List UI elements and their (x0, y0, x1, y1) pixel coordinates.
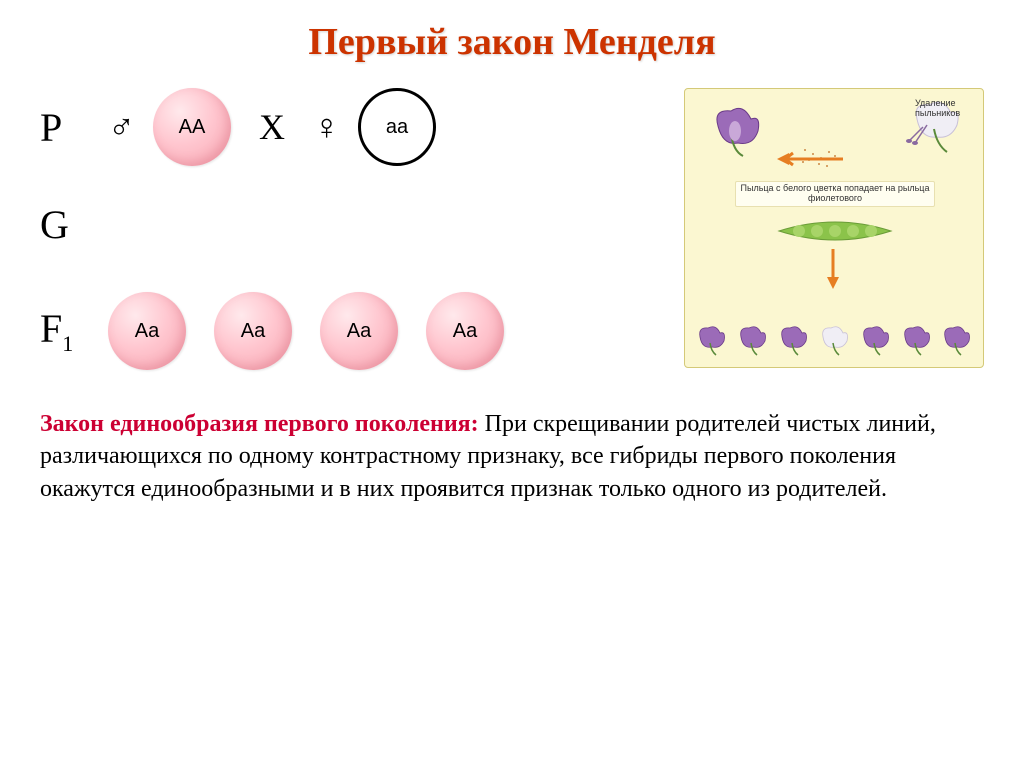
small-purple-flower-icon (937, 323, 975, 357)
male-genotype: AA (179, 116, 206, 139)
pea-pod-icon (775, 217, 895, 245)
g-label: G (40, 201, 90, 248)
male-parent-circle: AA (153, 88, 231, 166)
cross-symbol: X (259, 106, 285, 148)
arrow-left-icon (773, 151, 843, 167)
small-purple-flower-icon (733, 323, 771, 357)
caption-remove-anthers: Удаление пыльников (915, 99, 975, 119)
p-label: P (40, 104, 90, 151)
female-parent-circle: аа (358, 88, 436, 166)
small-purple-flower-icon (692, 323, 730, 357)
illustration-panel: Удаление пыльников Пыльца с белого цветк… (684, 88, 984, 370)
f1-row: F1 Aa Aa Aa Aa (40, 292, 664, 370)
female-genotype: аа (386, 116, 408, 139)
f1-main: F (40, 306, 62, 351)
f1-label: F1 (40, 305, 90, 357)
purple-flower-icon (703, 101, 773, 161)
page-title: Первый закон Менделя (40, 20, 984, 64)
f1-circle: Aa (108, 292, 186, 370)
f1-offspring-container: Aa Aa Aa Aa (108, 292, 504, 370)
f1-circle: Aa (214, 292, 292, 370)
flower-illustration: Удаление пыльников Пыльца с белого цветк… (684, 88, 984, 368)
gametes-row: G (40, 194, 664, 254)
small-purple-flower-icon (856, 323, 894, 357)
law-heading: Закон единообразия первого поколения: (40, 411, 479, 437)
cross-diagram: P ♂ AA X ♀ аа G F1 Aa Aa Aa Aa (40, 88, 664, 370)
f1-circle: Aa (320, 292, 398, 370)
parent-row: P ♂ AA X ♀ аа (40, 88, 664, 166)
small-purple-flower-icon (897, 323, 935, 357)
f1-sub: 1 (62, 331, 73, 356)
arrow-down-icon (825, 249, 841, 289)
caption-pollen-transfer: Пыльца с белого цветка попадает на рыльц… (735, 181, 935, 207)
f1-genotype: Aa (347, 320, 371, 343)
small-purple-flower-icon (774, 323, 812, 357)
female-symbol: ♀ (313, 109, 340, 145)
f1-genotype: Aa (453, 320, 477, 343)
small-white-flower-icon (815, 323, 853, 357)
f1-genotype: Aa (135, 320, 159, 343)
f1-circle: Aa (426, 292, 504, 370)
law-text: Закон единообразия первого поколения: Пр… (40, 408, 984, 505)
offspring-flowers (685, 323, 983, 357)
male-symbol: ♂ (108, 109, 135, 145)
content-area: P ♂ AA X ♀ аа G F1 Aa Aa Aa Aa (40, 88, 984, 370)
f1-genotype: Aa (241, 320, 265, 343)
